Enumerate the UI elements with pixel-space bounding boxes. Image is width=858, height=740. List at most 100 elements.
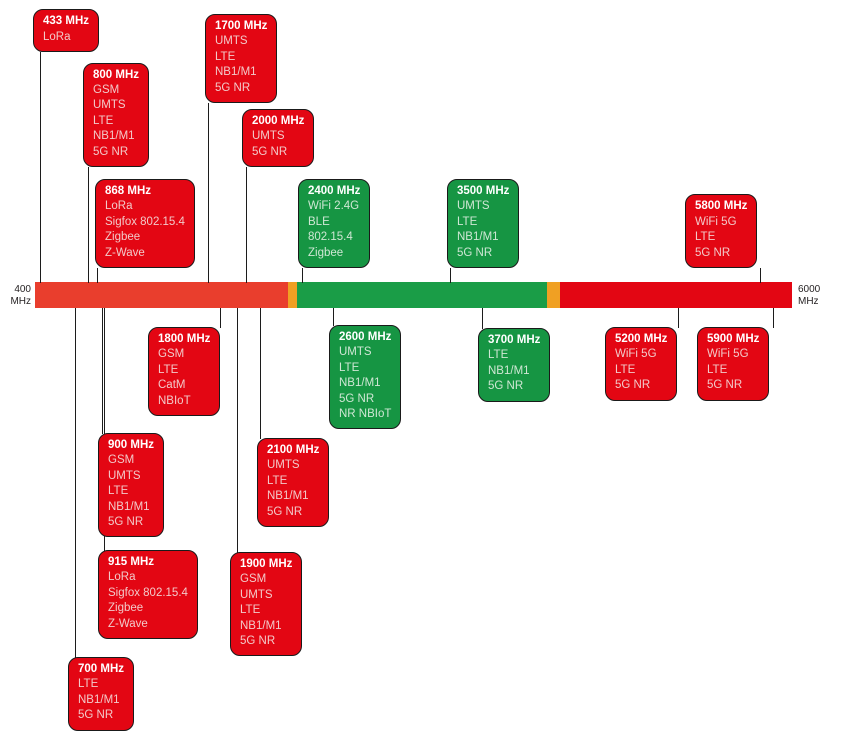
band-technology-label: LoRa (108, 571, 136, 584)
band-box-1900-mhz: 1900 MHz GSM UMTS LTE NB1/M1 5G NR (230, 552, 303, 657)
band-technology-label: UMTS (252, 130, 285, 143)
band-technology-label: LTE (457, 215, 478, 228)
band-frequency-label: 900 MHz (108, 439, 155, 451)
connector-line-1900-mhz (237, 308, 239, 553)
band-box-5200-mhz: 5200 MHz WiFi 5G LTE 5G NR (605, 327, 678, 401)
band-technology-label: NB1/M1 (108, 500, 150, 513)
band-technology-label: UMTS (108, 469, 141, 482)
connector-line-915-mhz (104, 308, 106, 551)
connector-line-3500-mhz (450, 268, 452, 283)
band-technology-label: Zigbee (308, 246, 344, 259)
band-technology-label: 5G NR (215, 81, 251, 94)
band-technology-label: GSM (158, 348, 185, 361)
band-frequency-label: 5800 MHz (695, 200, 748, 213)
band-technology-label: LTE (707, 363, 728, 376)
band-technology-label: NB1/M1 (240, 619, 282, 632)
band-frequency-label: 5200 MHz (615, 333, 668, 345)
connector-line-1700-mhz (208, 103, 210, 283)
band-technology-label: NB1/M1 (215, 66, 257, 79)
bar-segment-red-low (35, 282, 288, 308)
band-frequency-label: 2100 MHz (267, 444, 320, 456)
band-technology-label: 5G NR (267, 505, 303, 518)
band-box-433-mhz: 433 MHz LoRa (33, 9, 100, 52)
connector-line-2100-mhz (260, 308, 262, 439)
band-technology-label: NBIoT (158, 394, 191, 407)
connector-line-5200-mhz (678, 308, 680, 328)
band-frequency-label: 800 MHz (93, 68, 140, 81)
connector-line-700-mhz (75, 308, 77, 658)
axis-label-start: 400 MHz (5, 284, 31, 307)
band-technology-label: LTE (215, 50, 236, 63)
band-technology-label: LTE (108, 485, 129, 498)
band-technology-label: LTE (78, 678, 99, 691)
band-technology-label: CatM (158, 379, 186, 392)
bar-segment-green-mid (297, 282, 547, 308)
band-technology-label: WiFi 5G (695, 215, 737, 228)
band-box-3700-mhz: 3700 MHz LTE NB1/M1 5G NR (478, 328, 551, 402)
band-technology-label: GSM (240, 573, 267, 586)
band-technology-label: NR NBIoT (339, 408, 392, 421)
connector-line-2000-mhz (246, 167, 248, 283)
band-technology-label: UMTS (93, 99, 126, 112)
connector-line-2600-mhz (333, 308, 335, 326)
band-box-2400-mhz: 2400 MHz WiFi 2.4G BLE 802.15.4 Zigbee (298, 178, 371, 268)
band-technology-label: Sigfox 802.15.4 (105, 215, 185, 228)
band-technology-label: 5G NR (615, 379, 651, 392)
band-technology-label: LTE (267, 474, 288, 487)
band-technology-label: GSM (108, 454, 135, 467)
band-box-700-mhz: 700 MHz LTE NB1/M1 5G NR (68, 657, 135, 731)
band-technology-label: 5G NR (339, 392, 375, 405)
band-frequency-label: 868 MHz (105, 184, 152, 197)
band-technology-label: NB1/M1 (339, 377, 381, 390)
band-frequency-label: 2400 MHz (308, 184, 361, 197)
connector-line-1800-mhz (220, 308, 222, 328)
band-technology-label: LoRa (43, 30, 71, 43)
connector-line-900-mhz (102, 308, 104, 434)
connector-line-433-mhz (40, 52, 42, 283)
band-box-5800-mhz: 5800 MHz WiFi 5G LTE 5G NR (685, 194, 758, 268)
band-technology-label: WiFi 5G (615, 348, 657, 361)
band-technology-label: UMTS (457, 200, 490, 213)
bar-segment-orange-right (547, 282, 560, 308)
band-technology-label: LTE (339, 361, 360, 374)
connector-line-2400-mhz (302, 268, 304, 283)
axis-start-value: 400 (14, 284, 31, 295)
band-box-2000-mhz: 2000 MHz UMTS 5G NR (242, 108, 315, 167)
band-technology-label: 5G NR (457, 246, 493, 259)
band-technology-label: LTE (240, 604, 261, 617)
connector-line-5800-mhz (760, 268, 762, 283)
band-technology-label: UMTS (339, 346, 372, 359)
band-technology-label: WiFi 2.4G (308, 200, 360, 213)
band-technology-label: Zigbee (108, 602, 144, 615)
band-frequency-label: 2600 MHz (339, 331, 392, 343)
band-technology-label: WiFi 5G (707, 348, 749, 361)
axis-label-end: 6000 MHz (798, 284, 832, 307)
band-box-2600-mhz: 2600 MHz UMTS LTE NB1/M1 5G NR NR NBIoT (329, 325, 402, 430)
connector-line-800-mhz (88, 167, 90, 283)
spectrum-bar (35, 282, 792, 308)
band-technology-label: GSM (93, 83, 120, 96)
band-frequency-label: 2000 MHz (252, 114, 305, 127)
band-frequency-label: 3500 MHz (457, 184, 510, 197)
axis-end-value: 6000 (798, 284, 821, 295)
band-frequency-label: 3700 MHz (488, 334, 541, 346)
band-box-800-mhz: 800 MHz GSM UMTS LTE NB1/M1 5G NR (83, 62, 150, 167)
band-box-5900-mhz: 5900 MHz WiFi 5G LTE 5G NR (697, 327, 770, 401)
band-frequency-label: 1900 MHz (240, 558, 293, 570)
band-technology-label: 5G NR (93, 145, 129, 158)
connector-line-868-mhz (97, 268, 99, 283)
band-box-3500-mhz: 3500 MHz UMTS LTE NB1/M1 5G NR (447, 178, 520, 268)
band-technology-label: 5G NR (707, 379, 743, 392)
band-technology-label: UMTS (215, 35, 248, 48)
band-box-915-mhz: 915 MHz LoRa Sigfox 802.15.4 Zigbee Z-Wave (98, 550, 198, 640)
band-technology-label: 5G NR (78, 709, 114, 722)
axis-start-unit: MHz (10, 295, 31, 307)
band-box-900-mhz: 900 MHz GSM UMTS LTE NB1/M1 5G NR (98, 433, 165, 538)
band-technology-label: LTE (93, 114, 114, 127)
axis-end-unit: MHz (798, 295, 819, 307)
band-technology-label: NB1/M1 (78, 693, 120, 706)
bar-segment-orange-left (288, 282, 297, 308)
band-technology-label: LTE (615, 363, 636, 376)
band-technology-label: NB1/M1 (457, 231, 499, 244)
